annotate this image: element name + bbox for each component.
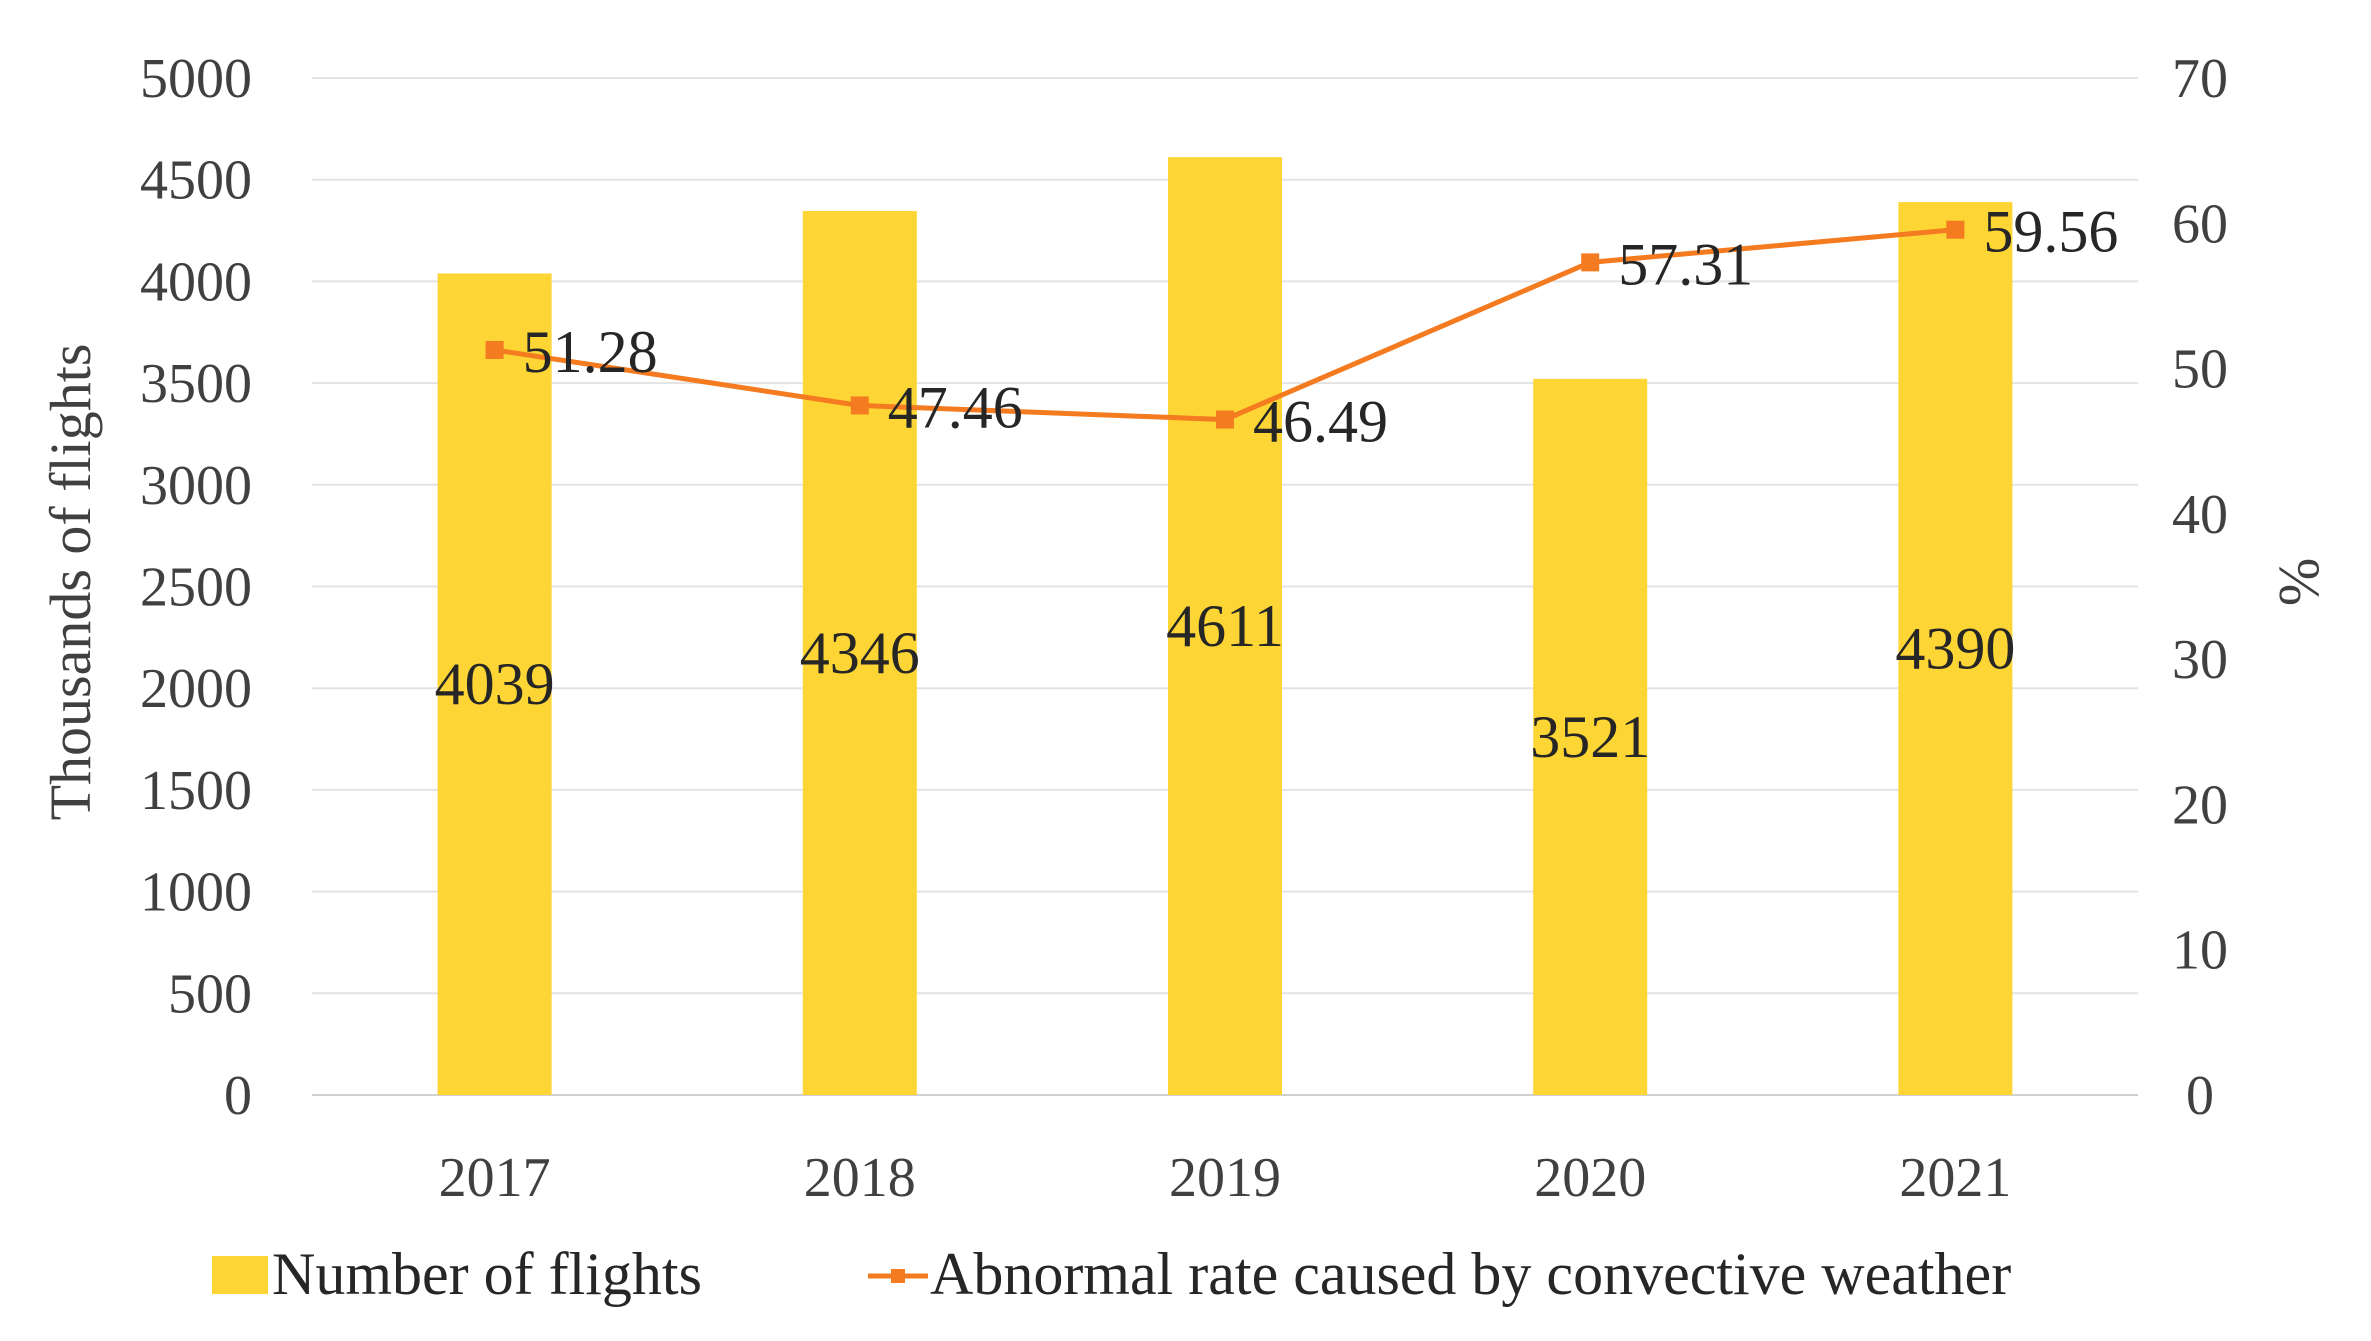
x-tick-2018: 2018 [804,1147,916,1209]
bar-2018 [802,211,917,1095]
rate-label-2019: 46.49 [1253,389,1388,455]
rate-marker-2020 [1581,253,1600,272]
rate-marker-2021 [1946,220,1965,239]
line-data-labels: 51.28 47.46 46.49 57.31 59.56 [523,199,2119,455]
bar-2017 [437,273,552,1095]
left-tick-5000: 5000 [140,48,252,110]
right-tick-60: 60 [2172,193,2228,255]
legend-bar-label: Number of flights [272,1241,702,1307]
left-tick-1500: 1500 [140,760,252,822]
left-tick-0: 0 [224,1065,252,1127]
legend-line-label: Abnormal rate caused by convective weath… [930,1241,2011,1307]
bar-2021 [1898,202,2013,1096]
left-tick-3500: 3500 [140,353,252,415]
left-tick-1000: 1000 [140,862,252,924]
rate-marker-2018 [850,396,869,415]
left-tick-4000: 4000 [140,251,252,313]
left-tick-3000: 3000 [140,455,252,517]
rate-label-2018: 47.46 [888,374,1023,440]
bar-label-2018: 4346 [800,620,920,686]
line-series [485,220,1965,429]
left-axis-title: Thousands of flights [38,344,103,821]
bar-label-2019: 4611 [1166,593,1284,659]
right-tick-0: 0 [2186,1065,2214,1127]
bar-2020 [1533,378,1648,1095]
legend-bar-swatch [212,1256,268,1294]
right-tick-10: 10 [2172,920,2228,982]
bar-2019 [1168,157,1282,1095]
right-tick-30: 30 [2172,629,2228,691]
right-tick-40: 40 [2172,484,2228,546]
right-tick-50: 50 [2172,339,2228,401]
legend-line-marker [891,1269,905,1283]
rate-label-2017: 51.28 [523,319,658,385]
bar-data-labels: 4039 4346 4611 3521 4390 [435,593,2016,770]
x-tick-2019: 2019 [1169,1147,1281,1209]
rate-label-2021: 59.56 [1983,199,2118,265]
x-tick-2017: 2017 [439,1147,551,1209]
bar-label-2021: 4390 [1895,616,2015,682]
bar-label-2020: 3521 [1530,704,1650,770]
right-tick-20: 20 [2172,774,2228,836]
x-tick-2020: 2020 [1534,1147,1646,1209]
right-tick-70: 70 [2172,48,2228,110]
left-axis-ticks: 0 500 1000 1500 2000 2500 3000 3500 4000 4500 5000 [140,48,252,1127]
right-axis-ticks: 0 10 20 30 40 50 60 70 [2172,48,2228,1127]
left-tick-4500: 4500 [140,150,252,212]
x-axis-ticks: 2017 2018 2019 2020 2021 [439,1147,2012,1209]
left-tick-2000: 2000 [140,658,252,720]
bar-series [437,157,2013,1096]
x-tick-2021: 2021 [1899,1147,2011,1209]
rate-marker-2019 [1216,410,1234,429]
rate-marker-2017 [485,340,504,359]
left-tick-2500: 2500 [140,557,252,619]
legend: Number of flights Abnormal rate caused b… [212,1241,2011,1307]
right-axis-title: % [2266,558,2331,606]
rate-label-2020: 57.31 [1618,231,1753,297]
bar-label-2017: 4039 [435,651,555,717]
left-tick-500: 500 [168,963,252,1025]
